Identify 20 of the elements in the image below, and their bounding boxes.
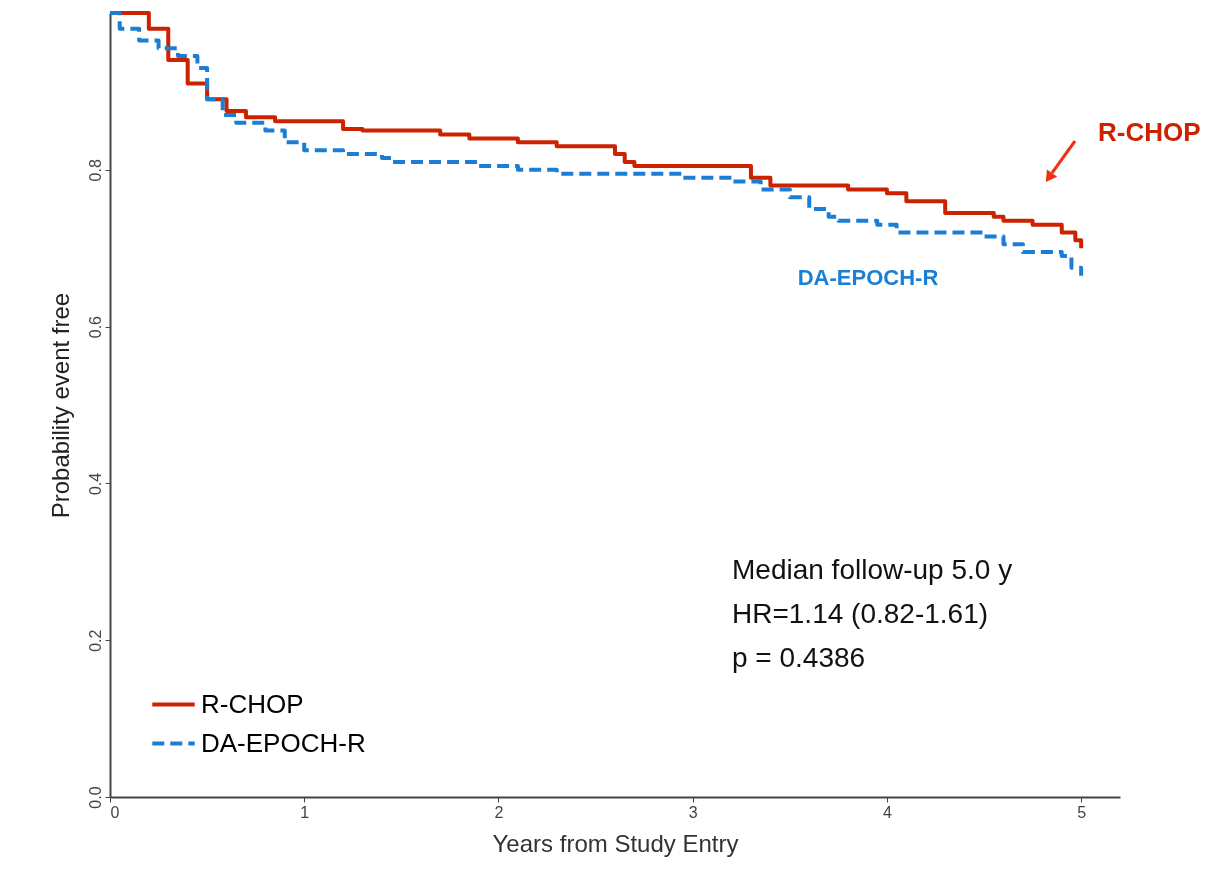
x-tick-label: 1 xyxy=(300,803,310,821)
x-tick-label: 5 xyxy=(1077,803,1087,821)
y-tick-label: 0.8 xyxy=(86,159,104,182)
annotation: HR=1.14 (0.82-1.61) xyxy=(732,598,989,629)
y-tick-label: 0.0 xyxy=(86,786,104,809)
annotation: R-CHOP xyxy=(1098,117,1201,147)
y-axis-title: Probability event free xyxy=(46,292,74,519)
x-tick-label: 2 xyxy=(494,803,504,821)
annotation: p = 0.4386 xyxy=(732,642,866,673)
x-axis-title: Years from Study Entry xyxy=(492,829,739,857)
legend-label: DA-EPOCH-R xyxy=(201,727,366,758)
legend-label: R-CHOP xyxy=(201,688,304,719)
y-tick-label: 0.4 xyxy=(86,472,104,496)
x-tick-label: 4 xyxy=(882,803,892,821)
annotation: DA-EPOCH-R xyxy=(797,265,939,290)
y-tick-label: 0.2 xyxy=(86,629,104,652)
x-tick-label: 3 xyxy=(688,803,698,821)
y-tick-label: 0.6 xyxy=(86,315,104,339)
x-tick-label: 0 xyxy=(110,803,120,821)
annotation: Median follow-up 5.0 y xyxy=(732,554,1013,585)
